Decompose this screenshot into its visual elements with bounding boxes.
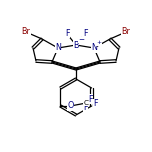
Text: B: B [73,40,79,50]
Text: Br: Br [22,26,30,36]
Text: −: − [78,37,84,43]
Text: C: C [84,100,89,106]
Text: F: F [83,104,88,112]
Text: F: F [88,95,93,104]
Text: F: F [65,29,69,38]
Text: F: F [93,100,98,109]
Text: +: + [97,40,102,45]
Text: F: F [83,29,87,38]
Text: N: N [91,43,97,52]
Text: N: N [55,43,61,52]
Text: O: O [67,102,74,111]
Text: Br: Br [122,26,130,36]
